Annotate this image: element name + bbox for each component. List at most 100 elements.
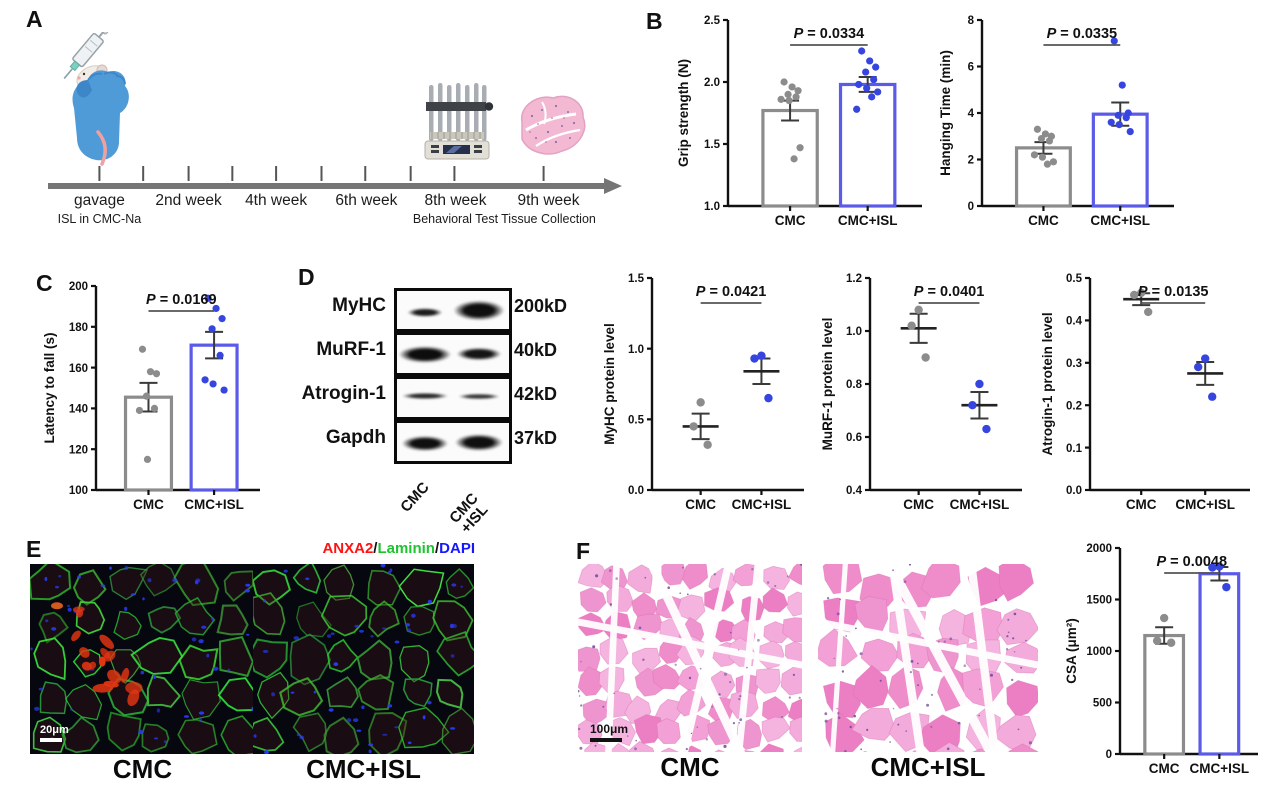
svg-text:0.5: 0.5	[1066, 273, 1083, 285]
chart-hanging-time: 0 2 4 6 8 Hanging Time (min) CMC CMC+ISL P = 0.0…	[936, 12, 1184, 241]
svg-text:CMC+ISL: CMC+ISL	[1090, 213, 1150, 228]
if-stain-legend: ANXA2/Laminin/DAPI	[250, 540, 475, 557]
svg-text:8: 8	[968, 15, 975, 27]
if-image-cmc-isl	[247, 560, 484, 759]
svg-text:0.4: 0.4	[846, 485, 863, 497]
if-caption-cmc: CMC	[112, 754, 173, 784]
if-image-cmc: 20μm	[28, 557, 268, 759]
svg-text:CMC: CMC	[685, 497, 716, 512]
micrograph-svg: 100μm	[567, 549, 820, 777]
he-caption-cmc-isl: CMC+ISL	[870, 752, 986, 782]
blot-box	[394, 376, 512, 420]
svg-text:100: 100	[69, 485, 88, 497]
svg-text:140: 140	[69, 404, 88, 416]
blot-lane-label-cmc: CMC	[397, 478, 433, 516]
blot-lane-label-cmc-isl: CMC +ISL	[446, 490, 492, 537]
svg-text:0.8: 0.8	[846, 379, 863, 391]
legend-entry: /	[373, 540, 378, 557]
micrograph-svg: 20μm	[28, 557, 268, 757]
svg-text:4: 4	[968, 108, 975, 120]
svg-text:P = 0.0048: P = 0.0048	[1156, 554, 1227, 570]
timeline-ticks	[98, 166, 545, 181]
svg-text:1.5: 1.5	[704, 139, 721, 151]
legend-entry: DAPI	[439, 540, 475, 557]
blot-band	[403, 306, 447, 318]
blot-band	[447, 297, 511, 323]
svg-text:CMC: CMC	[1149, 761, 1180, 776]
svg-text:200: 200	[69, 281, 88, 293]
svg-text:MuRF-1 protein level: MuRF-1 protein level	[820, 318, 835, 451]
timeline-label: 9th week	[517, 192, 580, 209]
blot-protein-label: MyHC	[332, 295, 386, 316]
blot-band	[449, 431, 509, 453]
svg-text:P = 0.0135: P = 0.0135	[1138, 284, 1209, 300]
svg-text:P = 0.0169: P = 0.0169	[146, 292, 217, 308]
svg-text:P = 0.0401: P = 0.0401	[914, 284, 985, 300]
timeline-arrow	[48, 166, 622, 194]
chart-svg: 0.0 0.5 1.0 1.5 MyHC protein level CMC CMC+ISL…	[602, 273, 804, 512]
panel-e-letter: E	[26, 536, 42, 562]
svg-text:1.0: 1.0	[846, 326, 862, 338]
svg-text:2.5: 2.5	[704, 15, 721, 27]
svg-text:P = 0.0334: P = 0.0334	[794, 26, 865, 42]
blot-band	[451, 346, 507, 362]
timeline-label: 2nd week	[155, 192, 222, 209]
svg-text:P = 0.0421: P = 0.0421	[696, 284, 767, 300]
svg-text:0.5: 0.5	[628, 415, 645, 427]
svg-text:CMC+ISL: CMC+ISL	[838, 213, 898, 228]
svg-text:120: 120	[69, 444, 88, 456]
timeline-label: gavage	[73, 192, 125, 209]
svg-text:CMC+ISL: CMC+ISL	[732, 497, 792, 512]
blot-protein-label: Atrogin-1	[301, 383, 386, 404]
blot-size-label: 40kD	[514, 340, 558, 360]
svg-text:1.0: 1.0	[628, 344, 644, 356]
svg-text:P = 0.0335: P = 0.0335	[1047, 26, 1118, 42]
svg-text:1500: 1500	[1086, 595, 1112, 607]
chart-atrogin1-protein: 0.0 0.1 0.2 0.3 0.4 0.5 Atrogin-1 protein leve…	[1038, 270, 1260, 525]
micrograph-svg	[247, 560, 484, 759]
svg-text:0.3: 0.3	[1066, 358, 1082, 370]
blot-protein-label: MuRF-1	[316, 339, 386, 360]
chart-svg: 0 500 1000 1500 2000 CSA (μm²) CMC CMC+ISL P = 0…	[1064, 543, 1258, 776]
chart-svg: 100 120 140 160 180 200 Latency to fall (s) CMC…	[42, 281, 260, 512]
he-caption-cmc: CMC	[660, 752, 720, 782]
svg-text:1.2: 1.2	[846, 273, 862, 285]
svg-text:2: 2	[968, 155, 974, 167]
blot-band	[392, 343, 458, 365]
grip-test-device-icon	[424, 83, 494, 160]
svg-text:0.0: 0.0	[628, 485, 644, 497]
blot-size-label: 200kD	[514, 296, 568, 316]
syringe-mouse-icon	[63, 32, 129, 166]
lane-label-text: CMC	[397, 478, 433, 516]
svg-text:CMC: CMC	[1126, 497, 1157, 512]
svg-text:Latency to fall (s): Latency to fall (s)	[42, 332, 57, 443]
panel-d-letter: D	[298, 264, 315, 290]
svg-text:CMC+ISL: CMC+ISL	[1175, 497, 1235, 512]
chart-svg: 0.0 0.1 0.2 0.3 0.4 0.5 Atrogin-1 protein leve…	[1040, 273, 1250, 512]
chart-svg: 0.4 0.6 0.8 1.0 1.2 MuRF-1 protein level CMC CM…	[820, 273, 1022, 512]
svg-text:2000: 2000	[1086, 543, 1112, 555]
svg-text:Atrogin-1 protein level: Atrogin-1 protein level	[1040, 312, 1055, 455]
blot-band	[396, 433, 454, 453]
chart-csa: 0 500 1000 1500 2000 CSA (μm²) CMC CMC+ISL P = 0…	[1062, 540, 1268, 787]
svg-text:CMC+ISL: CMC+ISL	[184, 497, 244, 512]
svg-text:0: 0	[968, 201, 974, 213]
blot-band	[453, 392, 505, 400]
chart-svg: 0 2 4 6 8 Hanging Time (min) CMC CMC+ISL P = 0.0…	[938, 15, 1174, 228]
chart-grip-strength: 1.0 1.5 2.0 2.5 Grip strength (N) CMC CMC+ISL P…	[674, 12, 932, 241]
svg-text:1.5: 1.5	[628, 273, 645, 285]
svg-text:CMC+ISL: CMC+ISL	[1190, 761, 1250, 776]
blot-box	[394, 288, 512, 332]
he-image-cmc-isl	[807, 549, 1051, 787]
chart-murf1-protein: 0.4 0.6 0.8 1.0 1.2 MuRF-1 protein level CMC CM…	[818, 270, 1032, 525]
svg-text:0.0: 0.0	[1066, 485, 1082, 497]
panel-b-letter: B	[646, 8, 663, 34]
svg-text:2.0: 2.0	[704, 77, 720, 89]
panel-f-letter: F	[576, 538, 591, 564]
svg-text:0: 0	[1106, 749, 1112, 761]
svg-text:0.2: 0.2	[1066, 400, 1082, 412]
timeline-sublabel: ISL in CMC-Na	[57, 212, 142, 226]
svg-text:0.6: 0.6	[846, 432, 862, 444]
svg-text:6: 6	[968, 62, 974, 74]
svg-text:Hanging Time (min): Hanging Time (min)	[938, 50, 953, 176]
